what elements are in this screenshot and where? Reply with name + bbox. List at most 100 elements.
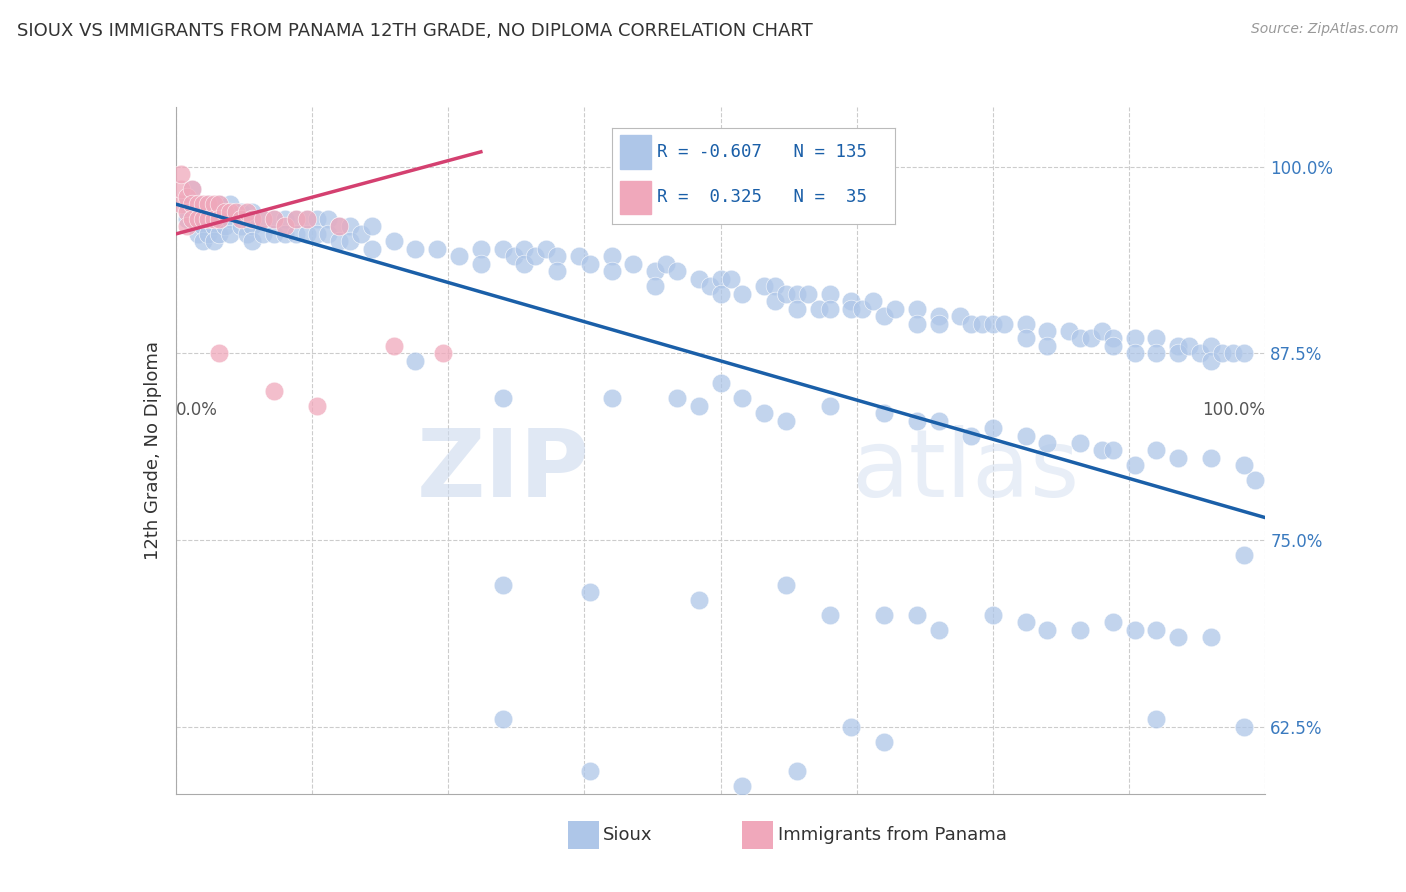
Point — [1243, 473, 1265, 487]
Point — [981, 421, 1004, 435]
Point — [214, 204, 236, 219]
Point — [513, 242, 536, 256]
Point — [1091, 324, 1114, 338]
Point — [225, 204, 247, 219]
Point — [318, 212, 340, 227]
Point — [295, 227, 318, 241]
Point — [862, 294, 884, 309]
Point — [186, 197, 209, 211]
Point — [851, 301, 873, 316]
Point — [170, 197, 193, 211]
Point — [1102, 331, 1125, 345]
Point — [1232, 346, 1256, 360]
Point — [1189, 346, 1212, 360]
Point — [786, 286, 808, 301]
Point — [274, 219, 297, 234]
Point — [1057, 324, 1080, 338]
Point — [284, 212, 307, 227]
Text: SIOUX VS IMMIGRANTS FROM PANAMA 12TH GRADE, NO DIPLOMA CORRELATION CHART: SIOUX VS IMMIGRANTS FROM PANAMA 12TH GRA… — [17, 22, 813, 40]
Point — [432, 346, 454, 360]
Point — [568, 249, 591, 263]
Point — [235, 212, 257, 227]
Point — [202, 197, 225, 211]
Point — [252, 227, 274, 241]
Point — [263, 212, 285, 227]
Point — [786, 301, 808, 316]
Point — [176, 189, 198, 203]
Point — [360, 219, 382, 234]
Point — [240, 212, 263, 227]
Point — [754, 279, 776, 293]
Point — [720, 271, 742, 285]
Point — [546, 264, 568, 278]
Point — [214, 204, 236, 219]
Point — [763, 279, 786, 293]
Point — [1091, 443, 1114, 458]
Point — [1199, 450, 1222, 465]
Point — [202, 204, 225, 219]
Point — [905, 414, 928, 428]
Point — [1080, 331, 1102, 345]
Point — [1167, 450, 1189, 465]
Point — [328, 219, 350, 234]
Text: Sioux: Sioux — [603, 826, 652, 844]
Point — [1232, 458, 1256, 473]
Point — [492, 578, 515, 592]
Point — [274, 227, 297, 241]
Point — [328, 235, 350, 249]
Point — [818, 607, 841, 622]
Point — [307, 399, 329, 413]
Point — [176, 212, 198, 227]
Text: 100.0%: 100.0% — [1202, 401, 1265, 419]
Point — [993, 317, 1015, 331]
Point — [191, 219, 214, 234]
Text: ZIP: ZIP — [418, 425, 591, 517]
Point — [197, 212, 219, 227]
Point — [775, 578, 797, 592]
Point — [263, 227, 285, 241]
Point — [1015, 615, 1038, 630]
Point — [1167, 339, 1189, 353]
Point — [1069, 436, 1091, 450]
Point — [1144, 331, 1167, 345]
Point — [284, 212, 307, 227]
Point — [252, 212, 274, 227]
Point — [1167, 346, 1189, 360]
Text: R = -0.607   N = 135: R = -0.607 N = 135 — [657, 143, 868, 161]
Point — [231, 219, 253, 234]
Point — [219, 227, 242, 241]
Point — [1232, 548, 1256, 562]
Point — [502, 249, 524, 263]
Point — [208, 197, 231, 211]
Point — [873, 607, 896, 622]
Point — [382, 235, 405, 249]
Point — [1123, 458, 1146, 473]
Point — [1036, 436, 1059, 450]
Point — [191, 212, 214, 227]
Point — [197, 197, 219, 211]
Point — [339, 219, 361, 234]
Point — [1123, 346, 1146, 360]
Point — [470, 257, 492, 271]
Point — [754, 406, 776, 420]
Point — [534, 242, 557, 256]
Point — [492, 242, 515, 256]
Point — [655, 257, 678, 271]
Point — [231, 212, 253, 227]
Y-axis label: 12th Grade, No Diploma: 12th Grade, No Diploma — [143, 341, 162, 560]
Point — [786, 764, 808, 779]
Point — [1015, 331, 1038, 345]
Point — [960, 317, 983, 331]
Point — [186, 212, 209, 227]
Point — [841, 720, 863, 734]
Point — [240, 204, 263, 219]
Point — [1015, 317, 1038, 331]
Point — [1123, 331, 1146, 345]
Point — [688, 271, 710, 285]
Point — [186, 197, 209, 211]
Point — [181, 212, 204, 227]
Point — [492, 391, 515, 405]
Point — [470, 242, 492, 256]
Point — [339, 235, 361, 249]
Point — [1144, 346, 1167, 360]
